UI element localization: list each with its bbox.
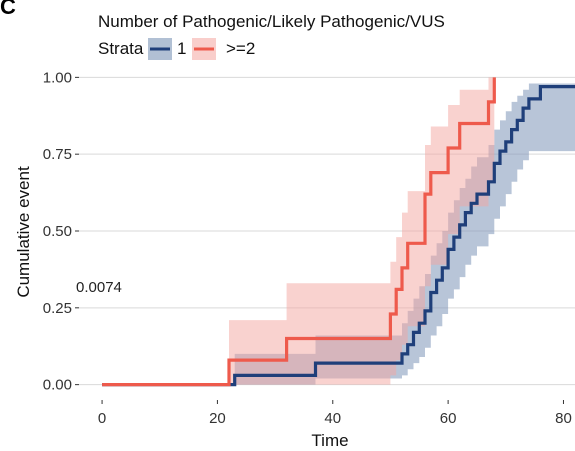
series-line-2 bbox=[102, 77, 496, 387]
confidence-band-1 bbox=[102, 83, 575, 385]
y-tick-label-3: 0.75 bbox=[43, 146, 72, 163]
y-tick-label-2: 0.50 bbox=[43, 223, 72, 240]
legend: Number of Pathogenic/Likely Pathogenic/V… bbox=[98, 12, 445, 60]
axes: 0.00 0.25 0.50 0.75 1.00 0 20 40 60 80 bbox=[43, 69, 572, 427]
panel-letter: C bbox=[0, 0, 16, 19]
y-axis-title: Cumulative event bbox=[14, 166, 33, 298]
y-tick-label-0: 0.00 bbox=[43, 377, 72, 394]
x-axis-title: Time bbox=[311, 431, 348, 450]
x-tick-label-1: 20 bbox=[209, 410, 226, 427]
legend-entry-2: >=2 bbox=[226, 39, 255, 58]
x-tick-label-4: 80 bbox=[555, 410, 572, 427]
legend-strata-label: Strata bbox=[98, 39, 144, 58]
x-tick-label-3: 60 bbox=[440, 410, 457, 427]
y-tick-label-4: 1.00 bbox=[43, 69, 72, 86]
series-lines bbox=[102, 77, 575, 387]
series-line-1 bbox=[102, 85, 575, 387]
x-tick-label-0: 0 bbox=[98, 410, 106, 427]
y-tick-label-1: 0.25 bbox=[43, 300, 72, 317]
legend-title: Number of Pathogenic/Likely Pathogenic/V… bbox=[98, 12, 445, 31]
x-tick-label-2: 40 bbox=[324, 410, 341, 427]
legend-entry-1: 1 bbox=[177, 39, 186, 58]
p-value-annotation: 0.0074 bbox=[76, 279, 122, 296]
